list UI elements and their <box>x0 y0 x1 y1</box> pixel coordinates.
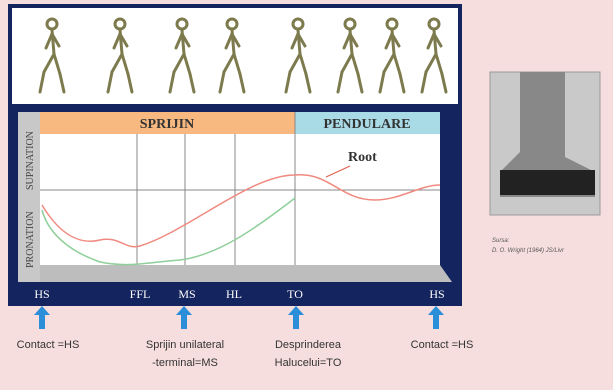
caption: Sprijin unilateral <box>146 339 224 351</box>
caption: Contact =HS <box>17 339 80 351</box>
plot-area <box>40 112 440 265</box>
y-label: SUPINATION <box>25 131 36 190</box>
source-label: Sursa: <box>492 238 510 244</box>
event-label: HS <box>34 287 49 301</box>
slide: SPRIJIN PENDULARE SUPINATION PRONATION R… <box>0 0 613 390</box>
arrows <box>34 306 444 329</box>
photo-shoe <box>500 170 595 195</box>
chart-floor <box>22 265 452 282</box>
event-label: HS <box>429 287 444 301</box>
caption: Halucelui=TO <box>275 357 342 369</box>
phase-label: PENDULARE <box>323 117 410 132</box>
caption: Desprinderea <box>275 339 342 351</box>
captions: Contact =HS Sprijin unilateral -terminal… <box>17 339 474 369</box>
source-text: D. O. Wright (1964) JS/Livr <box>492 248 565 254</box>
event-label: HL <box>226 287 242 301</box>
caption: Contact =HS <box>411 339 474 351</box>
event-label: FFL <box>130 287 151 301</box>
annotation: Root <box>348 150 377 165</box>
caption: -terminal=MS <box>152 357 218 369</box>
event-label: TO <box>287 287 303 301</box>
event-label: MS <box>178 287 195 301</box>
y-label: PRONATION <box>25 211 36 268</box>
phase-label: SPRIJIN <box>140 117 194 132</box>
